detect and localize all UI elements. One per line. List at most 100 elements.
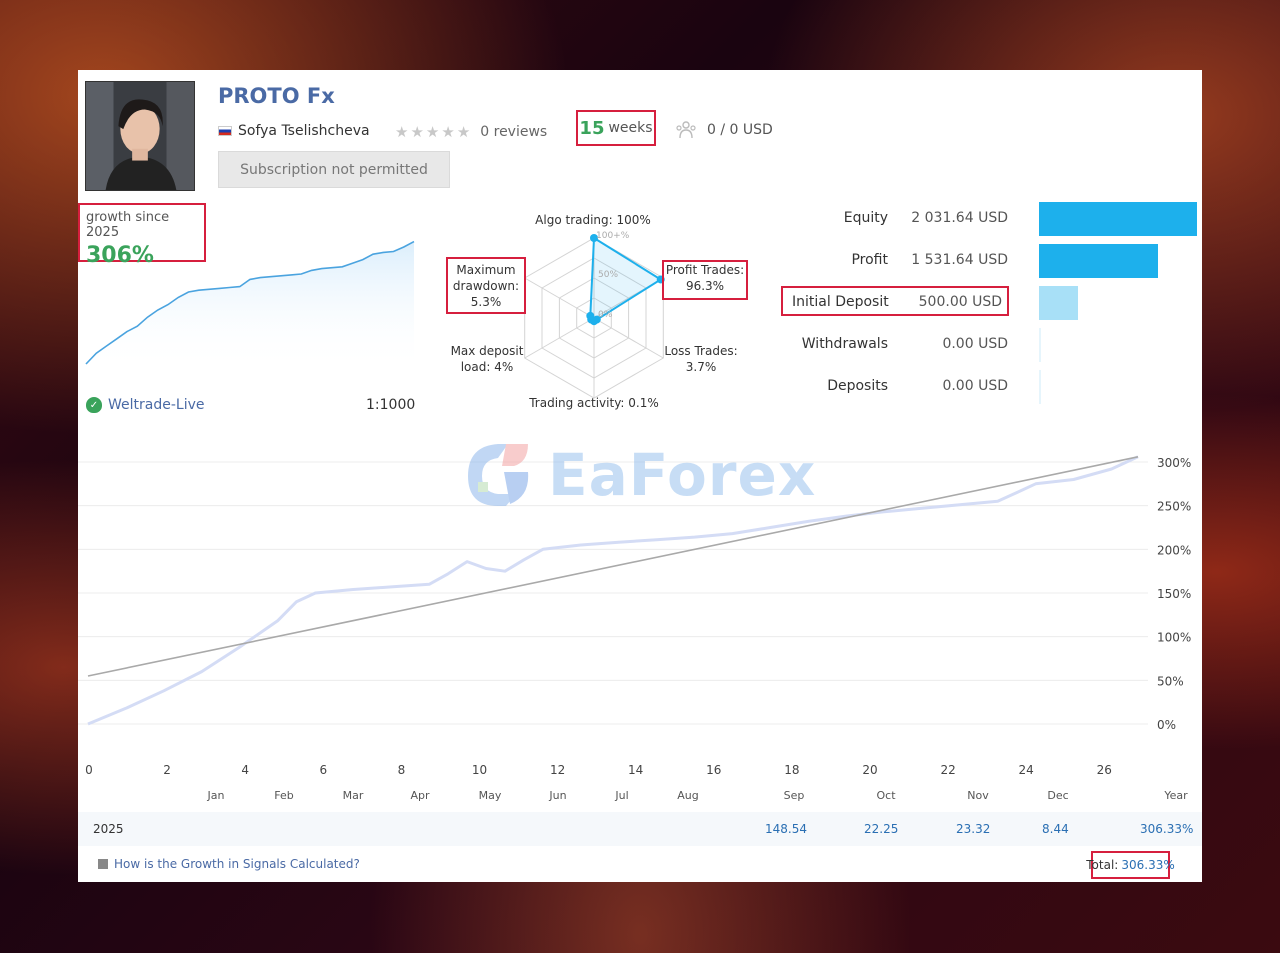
max-deposit-value: load: 4% — [460, 360, 514, 374]
month-label: Apr — [410, 789, 430, 802]
month-label: Aug — [677, 789, 698, 802]
stat-value: 2 031.64 USD — [911, 210, 1008, 226]
stat-value: 500.00 USD — [918, 294, 1002, 310]
signal-title[interactable]: PROTO Fx — [218, 84, 335, 108]
loss-trades: Loss Trades: 3.7% — [660, 343, 742, 375]
profit-trades-box: Profit Trades: 96.3% — [662, 260, 748, 300]
growth-summary: growth since 2025 306% — [78, 203, 206, 268]
radar-ring-50: 50% — [598, 270, 618, 280]
signal-panel: PROTO Fx Sofya Tselishcheva ★ ★ ★ ★ ★ 0 … — [78, 70, 1202, 882]
stat-label: Withdrawals — [801, 336, 888, 352]
stat-label: Equity — [843, 210, 888, 226]
x-tick-label: 20 — [862, 763, 877, 777]
stat-row-profit: Profit 1 531.64 USD — [778, 244, 1202, 278]
y-axis-ticks: 300% 250% 200% 150% 100% 50% 0% — [1157, 456, 1191, 732]
y-tick-label: 0% — [1157, 718, 1176, 732]
x-tick-label: 26 — [1097, 763, 1112, 777]
max-deposit-label: Max deposit — [450, 344, 524, 358]
profit-trades-value: 96.3% — [685, 279, 725, 293]
stat-bar — [1039, 328, 1041, 362]
year-value-total[interactable]: 306.33% — [1140, 822, 1194, 836]
author-name[interactable]: Sofya Tselishcheva — [238, 123, 370, 139]
month-label: Jun — [548, 789, 566, 802]
month-label: Feb — [274, 789, 293, 802]
y-tick-label: 50% — [1157, 674, 1184, 688]
reviews-link[interactable]: 0 reviews — [480, 124, 548, 140]
growth-chart: 300%250%200%150%100%50%0% 0 2 4 6 8 10 12 14 16 1… — [78, 455, 1191, 802]
radar-chart: 100+% 50% 0% — [524, 231, 665, 399]
russia-flag-icon — [218, 126, 232, 136]
mini-growth-area — [86, 241, 414, 370]
subscribers-info: 0 / 0 USD — [675, 120, 773, 140]
month-label: Sep — [784, 789, 805, 802]
stat-label: Deposits — [827, 378, 888, 394]
star-icon: ★ — [456, 123, 471, 141]
y-tick-label: 200% — [1157, 543, 1191, 557]
subscribe-button[interactable]: Subscription not permitted — [218, 151, 450, 188]
growth-label: growth since 2025 — [86, 210, 170, 240]
year-value-dec[interactable]: 8.44 — [1042, 822, 1069, 836]
trading-activity-label: Trading activity: 0.1% — [529, 396, 659, 410]
radar-axis — [524, 277, 595, 319]
weeks-label: weeks — [608, 120, 653, 136]
month-label: Jul — [614, 789, 628, 802]
radar-axis — [593, 317, 664, 359]
stat-bar — [1039, 286, 1078, 320]
year-value-oct[interactable]: 22.25 — [864, 822, 899, 836]
radar-ring-0: 0% — [598, 310, 613, 320]
broker-name[interactable]: Weltrade-Live — [108, 397, 205, 413]
month-label: Dec — [1047, 789, 1068, 802]
radar-point — [590, 234, 598, 242]
stat-row-equity: Equity 2 031.64 USD — [778, 202, 1202, 236]
x-tick-label: 24 — [1019, 763, 1034, 777]
leverage: 1:1000 — [366, 397, 416, 413]
month-label: May — [479, 789, 502, 802]
algo-trading-label: Algo trading: 100% — [535, 213, 651, 227]
y-tick-label: 300% — [1157, 456, 1191, 470]
loss-trades-label: Loss Trades: — [664, 344, 738, 358]
x-tick-label: 12 — [550, 763, 565, 777]
profit-trades-label: Profit Trades: — [665, 263, 745, 277]
x-tick-label: 18 — [784, 763, 799, 777]
year-value-nov[interactable]: 23.32 — [956, 822, 991, 836]
stat-row-initial-deposit: Initial Deposit 500.00 USD — [778, 286, 1202, 320]
month-label: Mar — [343, 789, 364, 802]
eaforex-logo-icon — [458, 436, 536, 514]
initial-deposit-highlight — [781, 286, 1009, 316]
star-icon: ★ — [395, 123, 409, 141]
stat-row-deposits: Deposits 0.00 USD — [778, 370, 1202, 404]
star-icon: ★ — [425, 123, 440, 141]
subscribers-value: 0 / 0 USD — [707, 122, 773, 138]
growth-calc-link-text[interactable]: How is the Growth in Signals Calculated? — [114, 857, 360, 871]
stat-value: 1 531.64 USD — [911, 252, 1008, 268]
x-tick-label: 2 — [163, 763, 171, 777]
author-avatar[interactable] — [85, 81, 195, 191]
radar-points — [586, 234, 665, 326]
x-tick-label: 14 — [628, 763, 643, 777]
radar-point — [586, 311, 595, 320]
total-box: Total: 306.33% — [1086, 851, 1175, 879]
growth-value: 306% — [86, 243, 154, 268]
x-tick-label: 8 — [398, 763, 406, 777]
mini-growth-chart — [85, 240, 415, 370]
year-value-sep[interactable]: 148.54 — [765, 822, 807, 836]
weeks-number: 15 — [579, 117, 605, 139]
radar-ring-100: 100+% — [596, 231, 630, 241]
stat-bar — [1039, 244, 1159, 278]
month-label: Jan — [207, 789, 225, 802]
month-label: Oct — [876, 789, 896, 802]
x-axis-ticks: 0 2 4 6 8 10 12 14 16 18 20 22 24 26 — [85, 763, 1112, 777]
rating: ★ ★ ★ ★ ★ 0 reviews — [395, 123, 547, 141]
x-tick-label: 6 — [319, 763, 327, 777]
watermark: EaForex — [458, 436, 816, 514]
stat-label: Profit — [851, 252, 888, 268]
stat-bar — [1039, 202, 1197, 236]
stat-value: 0.00 USD — [942, 378, 1008, 394]
total-value: 306.33% — [1121, 858, 1175, 872]
max-drawdown-label-1: Maximum — [456, 263, 516, 277]
growth-line — [87, 455, 1139, 726]
growth-calc-link[interactable]: How is the Growth in Signals Calculated? — [98, 857, 360, 871]
broker[interactable]: ✓ Weltrade-Live — [86, 397, 205, 413]
y-tick-label: 150% — [1157, 587, 1191, 601]
x-tick-label: 4 — [241, 763, 249, 777]
